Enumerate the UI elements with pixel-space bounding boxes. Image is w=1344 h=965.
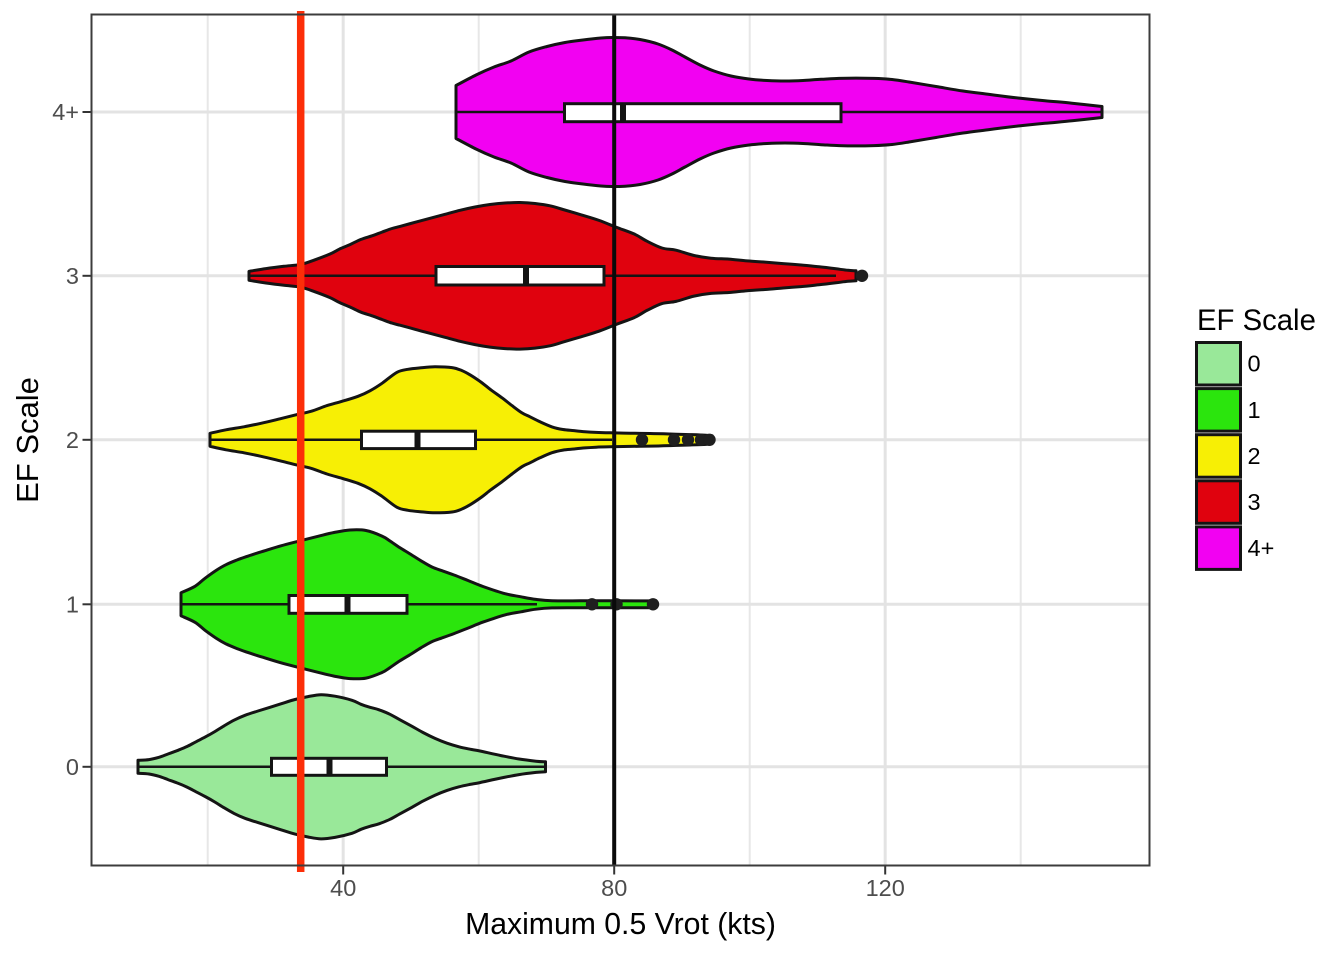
- svg-text:0: 0: [66, 754, 79, 780]
- svg-text:40: 40: [330, 875, 356, 901]
- svg-text:4+: 4+: [1248, 535, 1275, 561]
- svg-text:1: 1: [66, 591, 79, 617]
- svg-text:2: 2: [66, 427, 79, 453]
- svg-text:EF Scale: EF Scale: [10, 377, 45, 503]
- svg-text:4+: 4+: [52, 99, 79, 125]
- svg-text:1: 1: [1248, 397, 1261, 423]
- svg-text:3: 3: [66, 263, 79, 289]
- svg-text:120: 120: [866, 875, 905, 901]
- svg-text:3: 3: [1248, 489, 1261, 515]
- svg-text:Maximum 0.5 Vrot (kts): Maximum 0.5 Vrot (kts): [465, 908, 776, 941]
- svg-text:2: 2: [1248, 443, 1261, 469]
- svg-text:80: 80: [601, 875, 627, 901]
- svg-text:EF Scale: EF Scale: [1197, 304, 1316, 337]
- svg-text:0: 0: [1248, 351, 1261, 377]
